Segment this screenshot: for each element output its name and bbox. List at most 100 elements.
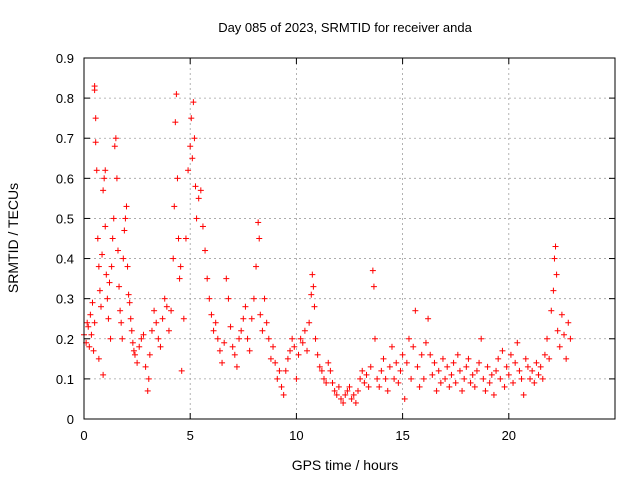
x-tick-label: 0 bbox=[80, 428, 87, 443]
data-point bbox=[116, 283, 123, 290]
data-point bbox=[420, 375, 427, 382]
data-point bbox=[473, 367, 480, 374]
data-point bbox=[185, 167, 192, 174]
data-point bbox=[91, 319, 98, 326]
data-point bbox=[452, 379, 459, 386]
data-point bbox=[113, 175, 120, 182]
data-point bbox=[378, 367, 385, 374]
data-point bbox=[100, 187, 107, 194]
data-point bbox=[401, 395, 408, 402]
data-point bbox=[299, 339, 306, 346]
data-point bbox=[182, 235, 189, 242]
data-point bbox=[195, 195, 202, 202]
data-point bbox=[533, 359, 540, 366]
data-point bbox=[130, 347, 137, 354]
data-point bbox=[208, 311, 215, 318]
data-point bbox=[448, 371, 455, 378]
data-point bbox=[408, 375, 415, 382]
data-point bbox=[435, 367, 442, 374]
grid bbox=[84, 58, 615, 419]
data-point bbox=[476, 359, 483, 366]
data-point bbox=[110, 215, 117, 222]
data-point bbox=[297, 335, 304, 342]
data-point bbox=[96, 287, 103, 294]
data-point bbox=[386, 363, 393, 370]
data-point bbox=[101, 175, 108, 182]
data-point bbox=[318, 367, 325, 374]
data-point bbox=[541, 351, 548, 358]
data-point bbox=[329, 379, 336, 386]
data-point bbox=[293, 375, 300, 382]
data-point bbox=[157, 343, 164, 350]
data-point bbox=[369, 267, 376, 274]
data-point bbox=[518, 375, 525, 382]
data-point bbox=[267, 355, 274, 362]
data-point bbox=[461, 375, 468, 382]
data-point bbox=[384, 387, 391, 394]
data-point bbox=[486, 379, 493, 386]
data-point bbox=[146, 351, 153, 358]
data-point bbox=[490, 391, 497, 398]
data-point bbox=[365, 383, 372, 390]
data-point bbox=[520, 391, 527, 398]
data-point bbox=[151, 307, 158, 314]
data-point bbox=[176, 275, 183, 282]
data-point bbox=[114, 247, 121, 254]
data-point bbox=[416, 383, 423, 390]
data-point bbox=[153, 319, 160, 326]
data-point bbox=[522, 355, 529, 362]
data-point bbox=[216, 347, 223, 354]
data-point bbox=[238, 327, 245, 334]
data-point bbox=[180, 315, 187, 322]
data-point bbox=[499, 347, 506, 354]
data-point bbox=[484, 363, 491, 370]
data-point bbox=[102, 223, 109, 230]
data-point bbox=[422, 339, 429, 346]
data-point bbox=[125, 291, 132, 298]
data-point bbox=[240, 315, 247, 322]
data-point bbox=[106, 279, 113, 286]
data-point bbox=[376, 383, 383, 390]
data-point bbox=[159, 315, 166, 322]
data-point bbox=[225, 295, 232, 302]
data-point bbox=[333, 391, 340, 398]
data-point bbox=[439, 355, 446, 362]
data-point bbox=[126, 299, 133, 306]
data-point bbox=[102, 167, 109, 174]
data-point bbox=[246, 347, 253, 354]
data-point bbox=[89, 299, 96, 306]
data-point bbox=[463, 363, 470, 370]
data-point bbox=[331, 387, 338, 394]
data-point bbox=[321, 375, 328, 382]
data-point bbox=[371, 335, 378, 342]
data-point bbox=[265, 335, 272, 342]
data-point bbox=[553, 271, 560, 278]
data-point bbox=[524, 363, 531, 370]
data-point bbox=[111, 143, 118, 150]
data-point bbox=[565, 319, 572, 326]
data-point bbox=[405, 335, 412, 342]
data-point bbox=[418, 351, 425, 358]
data-point bbox=[410, 343, 417, 350]
data-point bbox=[188, 115, 195, 122]
y-tick-label: 0.9 bbox=[56, 51, 74, 66]
data-point bbox=[531, 379, 538, 386]
data-point bbox=[206, 295, 213, 302]
data-point bbox=[256, 235, 263, 242]
data-point bbox=[342, 391, 349, 398]
data-point bbox=[338, 395, 345, 402]
data-point bbox=[363, 371, 370, 378]
data-point bbox=[488, 371, 495, 378]
data-point bbox=[539, 375, 546, 382]
data-point bbox=[550, 287, 557, 294]
data-point bbox=[309, 271, 316, 278]
data-point bbox=[311, 303, 318, 310]
data-point bbox=[177, 263, 184, 270]
data-point bbox=[352, 399, 359, 406]
data-point bbox=[244, 335, 251, 342]
y-tick-label: 0.7 bbox=[56, 131, 74, 146]
data-point bbox=[367, 363, 374, 370]
data-point bbox=[397, 367, 404, 374]
data-point bbox=[348, 395, 355, 402]
